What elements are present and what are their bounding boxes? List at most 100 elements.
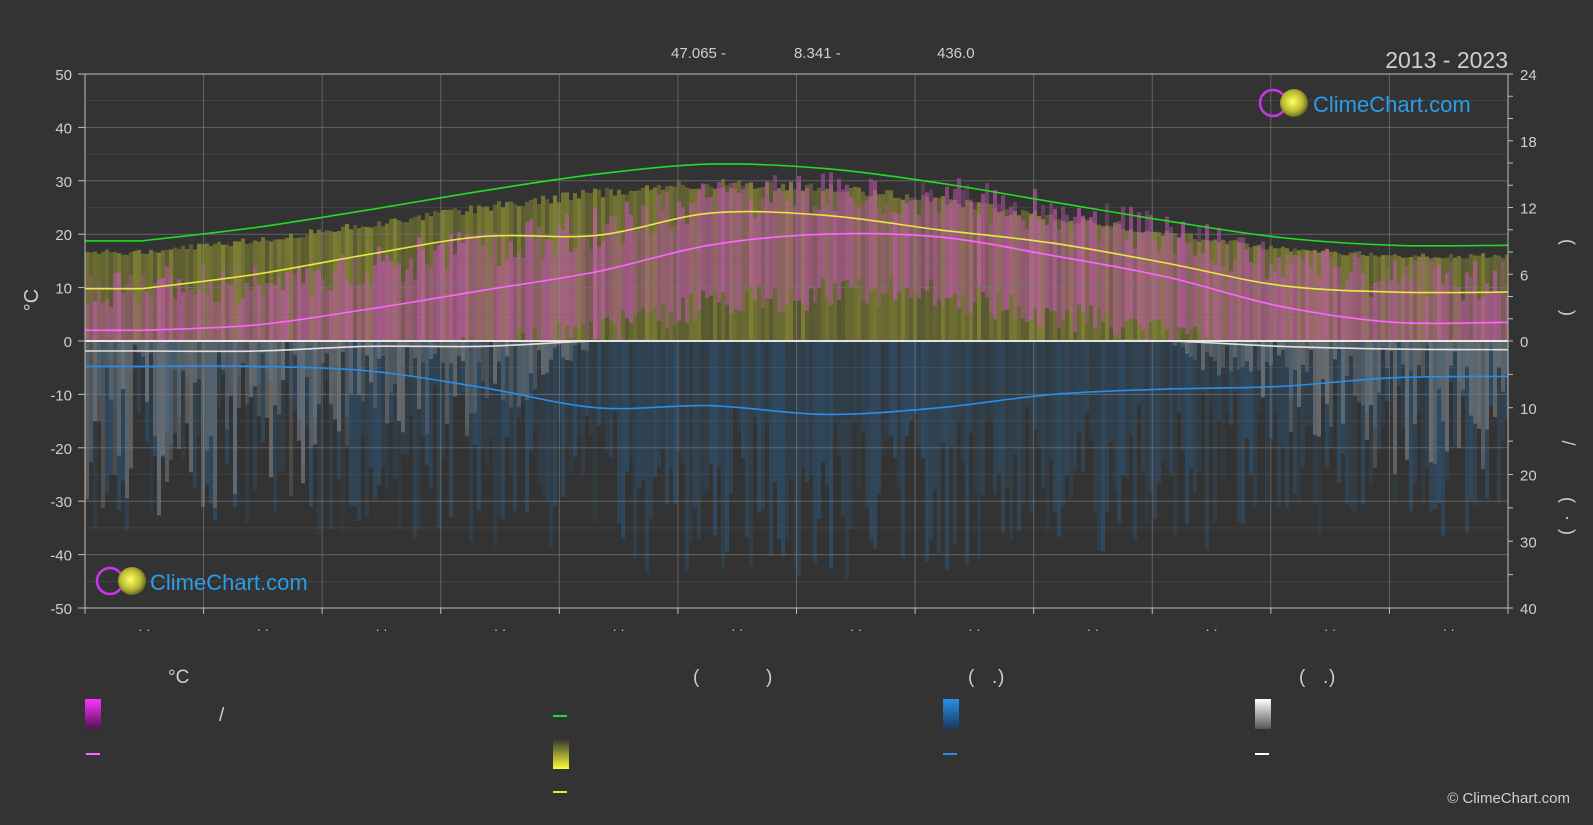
temperature-day-bar — [353, 258, 357, 341]
rain-day-bar — [85, 341, 89, 451]
temperature-day-bar — [109, 306, 113, 341]
temperature-day-bar — [697, 190, 701, 311]
y-tick-right-mm: 30 — [1520, 534, 1537, 551]
temperature-day-bar — [893, 212, 897, 301]
snow-day-bar — [1449, 341, 1453, 366]
rain-day-bar — [709, 341, 713, 464]
temperature-day-bar — [881, 213, 885, 295]
rain-day-bar — [957, 341, 961, 422]
temperature-day-bar — [601, 241, 605, 319]
rain-day-bar — [1145, 341, 1149, 524]
temperature-day-bar — [377, 246, 381, 341]
rain-day-bar — [1325, 341, 1329, 467]
rain-day-bar — [173, 341, 177, 370]
rain-day-bar — [649, 341, 653, 519]
temperature-day-bar — [393, 266, 397, 341]
rain-day-bar — [645, 341, 649, 572]
snow-day-bar — [1281, 341, 1285, 351]
sunshine-day-bar — [169, 249, 173, 341]
rain-day-bar — [1265, 341, 1269, 503]
rain-day-bar — [585, 341, 589, 416]
rain-day-bar — [1385, 341, 1389, 402]
temperature-day-bar — [1221, 266, 1225, 341]
rain-day-bar — [977, 341, 981, 561]
right-label-glyph-1: ( — [1558, 239, 1578, 245]
rain-day-bar — [273, 341, 277, 512]
snow-day-bar — [565, 341, 569, 361]
rain-day-bar — [237, 341, 241, 377]
sunshine-day-bar — [1085, 220, 1089, 341]
rain-day-bar — [1153, 341, 1157, 519]
rain-day-bar — [653, 341, 657, 477]
rain-day-bar — [341, 341, 345, 534]
rain-day-bar — [257, 341, 261, 385]
sunshine-day-bar — [501, 207, 505, 341]
snow-day-bar — [545, 341, 549, 373]
temperature-day-bar — [837, 178, 841, 300]
snow-day-bar — [1405, 341, 1409, 461]
snow-day-bar — [1497, 341, 1501, 368]
sunshine-day-bar — [637, 190, 641, 341]
temperature-day-bar — [105, 298, 109, 341]
snow-day-bar — [517, 341, 521, 407]
y-tick-right-mm: 10 — [1520, 401, 1537, 418]
snow-day-bar — [1389, 341, 1393, 351]
sunshine-day-bar — [137, 249, 141, 341]
sunshine-day-bar — [1477, 255, 1481, 341]
temperature-day-bar — [1069, 231, 1073, 316]
y-tick-right-mm: 40 — [1520, 601, 1537, 618]
temperature-day-bar — [1185, 242, 1189, 334]
rain-day-bar — [1225, 341, 1229, 413]
snow-day-bar — [145, 341, 149, 402]
snow-day-bar — [1233, 341, 1237, 358]
sunshine-day-bar — [621, 194, 625, 341]
snow-day-bar — [189, 341, 193, 473]
sunshine-day-bar — [537, 204, 541, 341]
temperature-day-bar — [1277, 257, 1281, 341]
temperature-day-bar — [253, 265, 257, 341]
rain-day-bar — [277, 341, 281, 473]
snow-day-bar — [241, 341, 245, 363]
temperature-day-bar — [97, 285, 101, 341]
sunshine-day-bar — [909, 200, 913, 341]
temperature-day-bar — [793, 205, 797, 301]
sunshine-line — [85, 210, 1508, 294]
sunshine-day-bar — [89, 252, 93, 341]
right-label-glyph-6: ) — [1558, 529, 1578, 535]
sunshine-day-bar — [1069, 221, 1073, 341]
sunshine-day-bar — [997, 211, 1001, 341]
rain-day-bar — [981, 341, 985, 495]
rain-day-bar — [989, 341, 993, 420]
temperature-day-bar — [533, 238, 537, 328]
rain-day-bar — [689, 341, 693, 542]
temperature-day-bar — [953, 188, 957, 294]
rain-day-bar — [905, 341, 909, 437]
rain-day-bar — [153, 341, 157, 457]
temperature-day-bar — [861, 202, 865, 301]
temperature-day-bar — [685, 224, 689, 324]
temperature-day-bar — [937, 212, 941, 300]
sunshine-day-bar — [329, 231, 333, 341]
sunshine-day-bar — [189, 244, 193, 341]
rain-day-bar — [1317, 341, 1321, 537]
sunshine-day-bar — [1105, 225, 1109, 341]
temperature-day-bar — [1165, 216, 1169, 330]
rain-day-bar — [777, 341, 781, 539]
sunshine-day-bar — [1073, 223, 1077, 341]
temperature-day-bar — [357, 284, 361, 341]
rain-day-bar — [1413, 341, 1417, 485]
temperature-day-bar — [753, 218, 757, 301]
temperature-day-bar — [233, 267, 237, 341]
sunshine-day-bar — [609, 189, 613, 341]
sunshine-day-bar — [725, 184, 729, 341]
snow-day-bar — [581, 341, 585, 350]
sunshine-day-bar — [1301, 249, 1305, 341]
temperature-day-bar — [177, 279, 181, 341]
temperature-day-bar — [889, 212, 893, 279]
temperature-day-bar — [621, 244, 625, 310]
rain-day-bar — [1361, 341, 1365, 505]
temperature-day-bar — [1333, 267, 1337, 341]
snow-day-bar — [321, 341, 325, 364]
temperature-day-bar — [801, 193, 805, 304]
y-tick-left: 40 — [55, 120, 72, 137]
